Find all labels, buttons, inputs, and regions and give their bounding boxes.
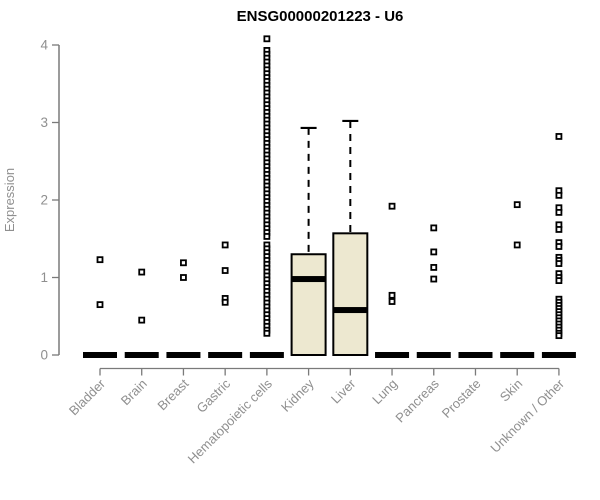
outlier-point: [513, 241, 521, 249]
outlier-point: [388, 291, 396, 299]
outlier-point: [388, 202, 396, 210]
collapsed-box-bar: [416, 352, 451, 358]
collapsed-box-bar: [500, 352, 535, 358]
collapsed-box-bar: [83, 352, 117, 358]
outlier-point: [221, 267, 229, 274]
boxplot-box: [290, 253, 327, 356]
collapsed-box-bar: [249, 352, 284, 358]
outlier-point: [221, 241, 229, 249]
x-tick-label: Liver: [328, 376, 359, 407]
collapsed-box-bar: [124, 352, 159, 358]
outlier-point: [555, 226, 563, 233]
boxplot-box: [332, 232, 369, 356]
outlier-point: [96, 256, 104, 264]
outlier-point: [513, 201, 521, 209]
outlier-point: [138, 316, 146, 324]
collapsed-box-bar: [375, 352, 410, 358]
x-tick-label: Pancreas: [392, 376, 442, 426]
outlier-point: [180, 274, 187, 281]
outlier-point: [555, 277, 563, 285]
collapsed-box-bar: [166, 352, 201, 358]
outlier-point: [430, 275, 438, 283]
outlier-point: [555, 243, 563, 250]
x-tick-label: Lung: [369, 376, 400, 407]
outlier-point: [96, 301, 104, 309]
x-tick-label: Skin: [497, 376, 525, 404]
x-tick-label: Breast: [154, 376, 191, 413]
x-tick-label: Brain: [118, 376, 150, 408]
outlier-point: [555, 260, 563, 267]
outlier-point: [388, 298, 396, 305]
outlier-point: [138, 268, 146, 276]
outlier-point: [430, 248, 438, 256]
outlier-point: [180, 259, 187, 267]
outlier-point: [555, 191, 563, 199]
boxplot-median: [291, 276, 326, 283]
y-tick-label: 0: [40, 348, 48, 363]
chart-title: ENSG00000201223 - U6: [236, 8, 404, 25]
y-tick-label: 4: [40, 38, 48, 53]
boxplot-median: [333, 307, 368, 314]
outlier-point: [555, 133, 563, 140]
y-tick-label: 3: [40, 115, 48, 130]
collapsed-box-bar: [541, 352, 576, 358]
outlier-point: [555, 208, 563, 216]
outlier-point: [263, 329, 271, 337]
x-tick-label: Gastric: [194, 376, 234, 416]
x-tick-label: Bladder: [66, 376, 109, 419]
x-tick-label: Kidney: [278, 376, 317, 415]
collapsed-box-bar: [458, 352, 493, 358]
x-tick-label: Unknown / Other: [487, 376, 567, 456]
collapsed-box-bar: [208, 352, 243, 358]
outlier-point: [263, 233, 271, 240]
x-tick-label: Prostate: [439, 376, 484, 421]
outlier-point: [263, 35, 271, 43]
outlier-point: [555, 332, 563, 340]
y-tick-label: 2: [40, 193, 48, 208]
outlier-point: [430, 264, 438, 271]
y-tick-label: 1: [40, 270, 48, 285]
outlier-point: [221, 298, 229, 306]
outlier-point: [430, 224, 438, 232]
